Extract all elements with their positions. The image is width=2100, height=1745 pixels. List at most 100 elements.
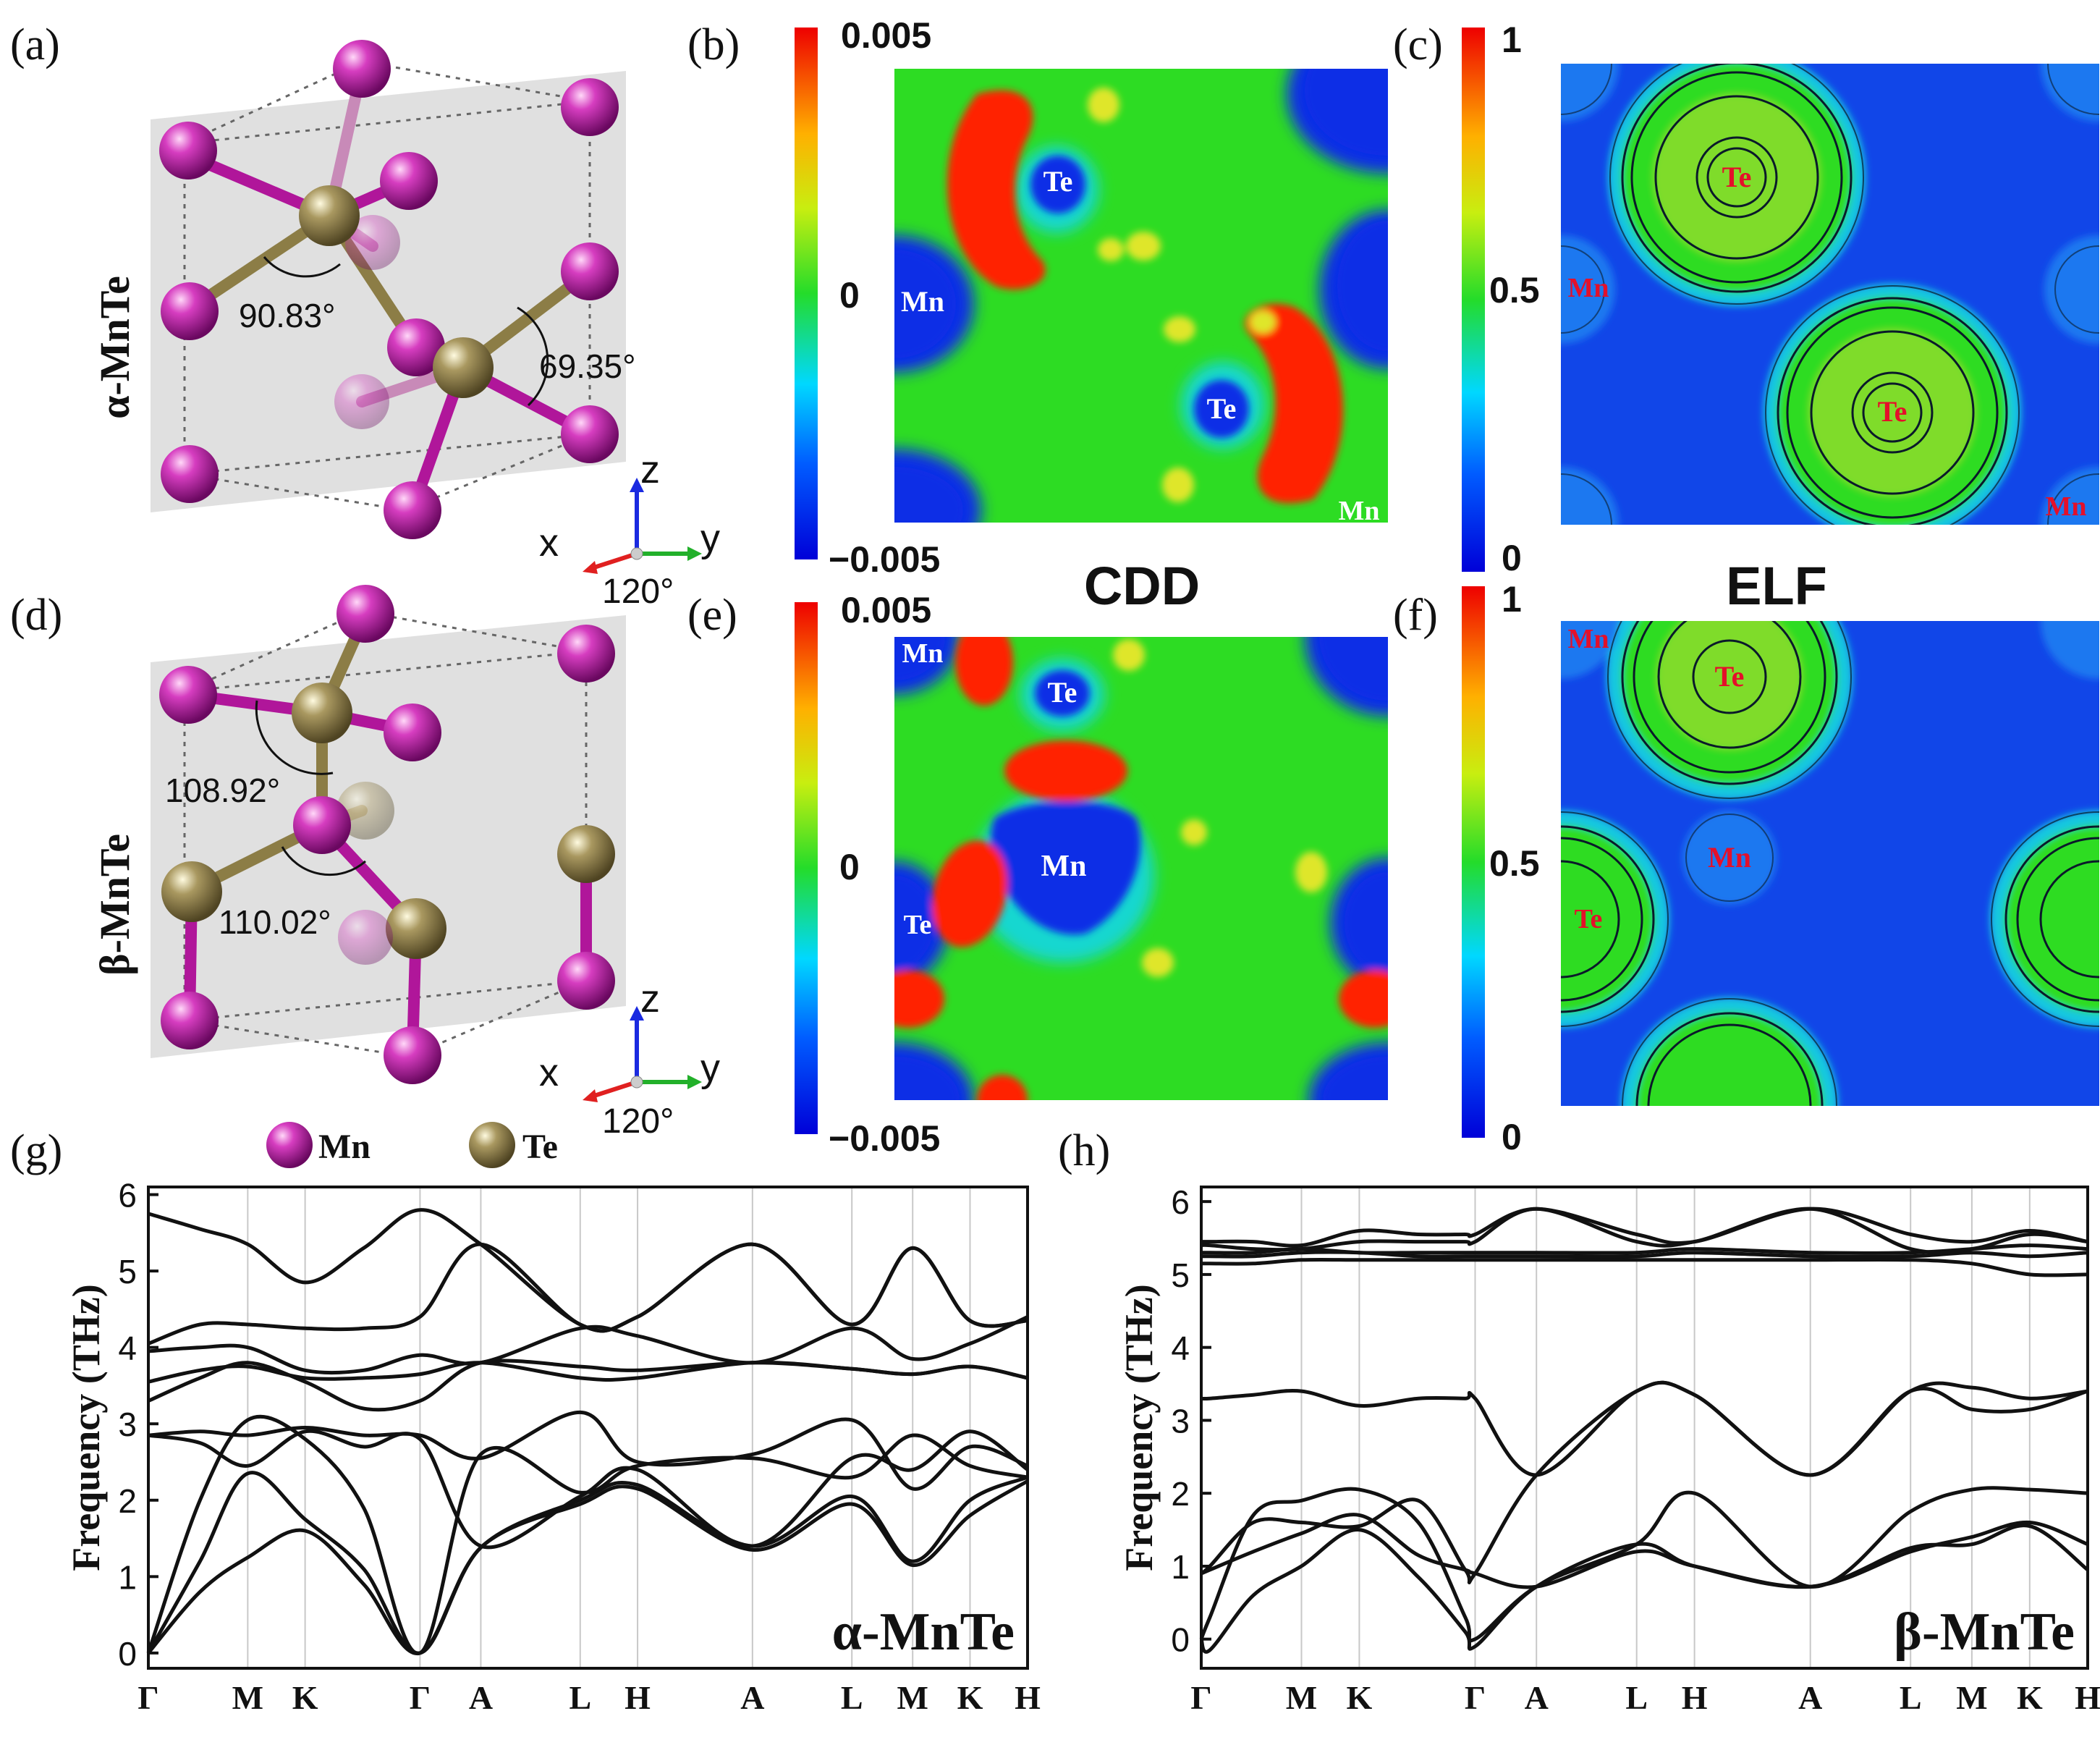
elf-tick-max: 1 — [1502, 20, 1522, 60]
phonon-band-opt4 — [148, 1360, 1028, 1384]
phonon-band-TA1 — [147, 1479, 1029, 1655]
y-tick-label: 3 — [1171, 1402, 1190, 1440]
atom-label-te: Te — [1722, 161, 1752, 193]
atom-label-mn: Mn — [2046, 491, 2087, 522]
atom-label-mn: Mn — [1041, 850, 1087, 883]
atom-label-te: Te — [1715, 660, 1745, 693]
x-tick-label: H — [1015, 1679, 1041, 1716]
te-atom — [299, 185, 360, 246]
phonon-band-opt5 — [148, 1315, 1029, 1375]
atom-label-mn: Mn — [1568, 273, 1609, 303]
panel-label-h: (h) — [1058, 1126, 1110, 1175]
y-tick-label: 6 — [1171, 1183, 1190, 1221]
element-legend: Mn Te — [266, 1122, 558, 1168]
elf-tick-mid: 0.5 — [1489, 270, 1540, 310]
axis-z: z — [640, 448, 660, 491]
angle-arc — [255, 700, 334, 775]
atom-label-mn: Mn — [1568, 624, 1609, 654]
phonon-band-opt2 — [148, 1410, 1028, 1491]
x-tick-label: M — [232, 1679, 263, 1716]
cdd-colorbar-top: 0.005 0 −0.005 — [795, 15, 940, 580]
legend-te: Te — [522, 1128, 558, 1166]
mn-atom — [561, 405, 619, 463]
x-tick-label: H — [625, 1679, 651, 1716]
mn-atom — [334, 374, 389, 429]
elf-contours — [1561, 621, 2099, 1106]
axis-y: y — [700, 517, 720, 560]
x-tick-label: Γ — [410, 1679, 431, 1716]
plot-frame — [1200, 1186, 2089, 1670]
mn-atom — [557, 625, 615, 683]
y-tick-label: 2 — [118, 1482, 137, 1520]
axis-angle: 120° — [602, 572, 674, 611]
panel-label-f: (f) — [1393, 591, 1438, 640]
elf-title: ELF — [1726, 556, 1827, 616]
axis-y: y — [700, 1047, 720, 1090]
x-tick-label: A — [1525, 1679, 1549, 1716]
elf-colorbar-top: 1 0.5 0 — [1462, 20, 1540, 578]
mn-atom — [161, 445, 219, 503]
axis-x: x — [539, 521, 559, 565]
panel-label-e: (e) — [687, 591, 737, 640]
y-tick-label: 0 — [118, 1635, 137, 1673]
phonon-band-opt4 — [1201, 1250, 2088, 1259]
x-tick-label: K — [957, 1679, 983, 1716]
x-tick-label: K — [2017, 1679, 2043, 1716]
x-tick-label: H — [2075, 1679, 2100, 1716]
lattice-plane — [151, 71, 626, 512]
mn-atom — [380, 152, 438, 210]
mn-atom — [384, 704, 441, 761]
y-tick-label: 5 — [118, 1253, 137, 1290]
beta-angle-1: 108.92° — [165, 772, 280, 809]
y-tick-label: 4 — [1171, 1330, 1190, 1367]
panel-label-b: (b) — [687, 20, 740, 69]
atom-label-te: Te — [1207, 392, 1237, 425]
elf-tick-mid: 0.5 — [1489, 843, 1540, 884]
mn-atom — [333, 40, 391, 98]
x-tick-label: K — [1347, 1679, 1373, 1716]
x-tick-label: K — [292, 1679, 318, 1716]
x-tick-label: M — [1956, 1679, 1987, 1716]
phonon-band-opt1 — [148, 1429, 1029, 1550]
x-tick-label: Γ — [1190, 1679, 1211, 1716]
mn-atom — [338, 910, 393, 965]
mn-atom — [387, 318, 445, 376]
x-tick-label: Γ — [137, 1679, 158, 1716]
axes-triad-d: z x y 120° — [539, 977, 720, 1141]
cdd-colorbar-bottom: 0.005 0 −0.005 — [795, 590, 940, 1159]
x-tick-label: M — [897, 1679, 928, 1716]
te-atom — [161, 861, 222, 922]
mn-atom — [159, 122, 217, 179]
mn-atom — [345, 215, 400, 270]
atom-label-te: Te — [1043, 165, 1073, 198]
x-tick-label: Γ — [1465, 1679, 1486, 1716]
te-atom — [557, 825, 615, 883]
phonon-band-opt3 — [147, 1359, 1028, 1412]
elf-map-beta: Te Mn Mn Te — [1561, 621, 2099, 1106]
panel-label-g: (g) — [10, 1126, 62, 1175]
beta-atoms — [159, 585, 615, 1084]
atom-label-mn: Mn — [1339, 496, 1380, 526]
beta-angle-2: 110.02° — [219, 903, 331, 941]
cdd-tick-max: 0.005 — [841, 590, 931, 630]
phonon-band-LA — [1199, 1486, 2088, 1643]
axis-x: x — [539, 1051, 559, 1094]
beta-structure-label: β-MnTe — [91, 834, 138, 976]
alpha-structure: α-MnTe — [91, 40, 636, 539]
angle-arc — [281, 846, 366, 876]
y-axis-label: Frequency (THz) — [64, 1284, 108, 1571]
x-tick-label: L — [1625, 1679, 1648, 1716]
atom-label-te: Te — [904, 910, 932, 940]
x-tick-label: L — [1900, 1679, 1922, 1716]
chart-title: α-MnTe — [832, 1602, 1015, 1662]
y-axis-label: Frequency (THz) — [1117, 1284, 1161, 1571]
x-tick-label: A — [1798, 1679, 1822, 1716]
axis-z: z — [640, 977, 660, 1021]
elf-map-alpha: Te Te Mn Mn — [1561, 64, 2099, 525]
te-legend-swatch — [469, 1122, 515, 1168]
plot-frame — [147, 1186, 1029, 1670]
atom-label-te: Te — [1878, 395, 1908, 428]
